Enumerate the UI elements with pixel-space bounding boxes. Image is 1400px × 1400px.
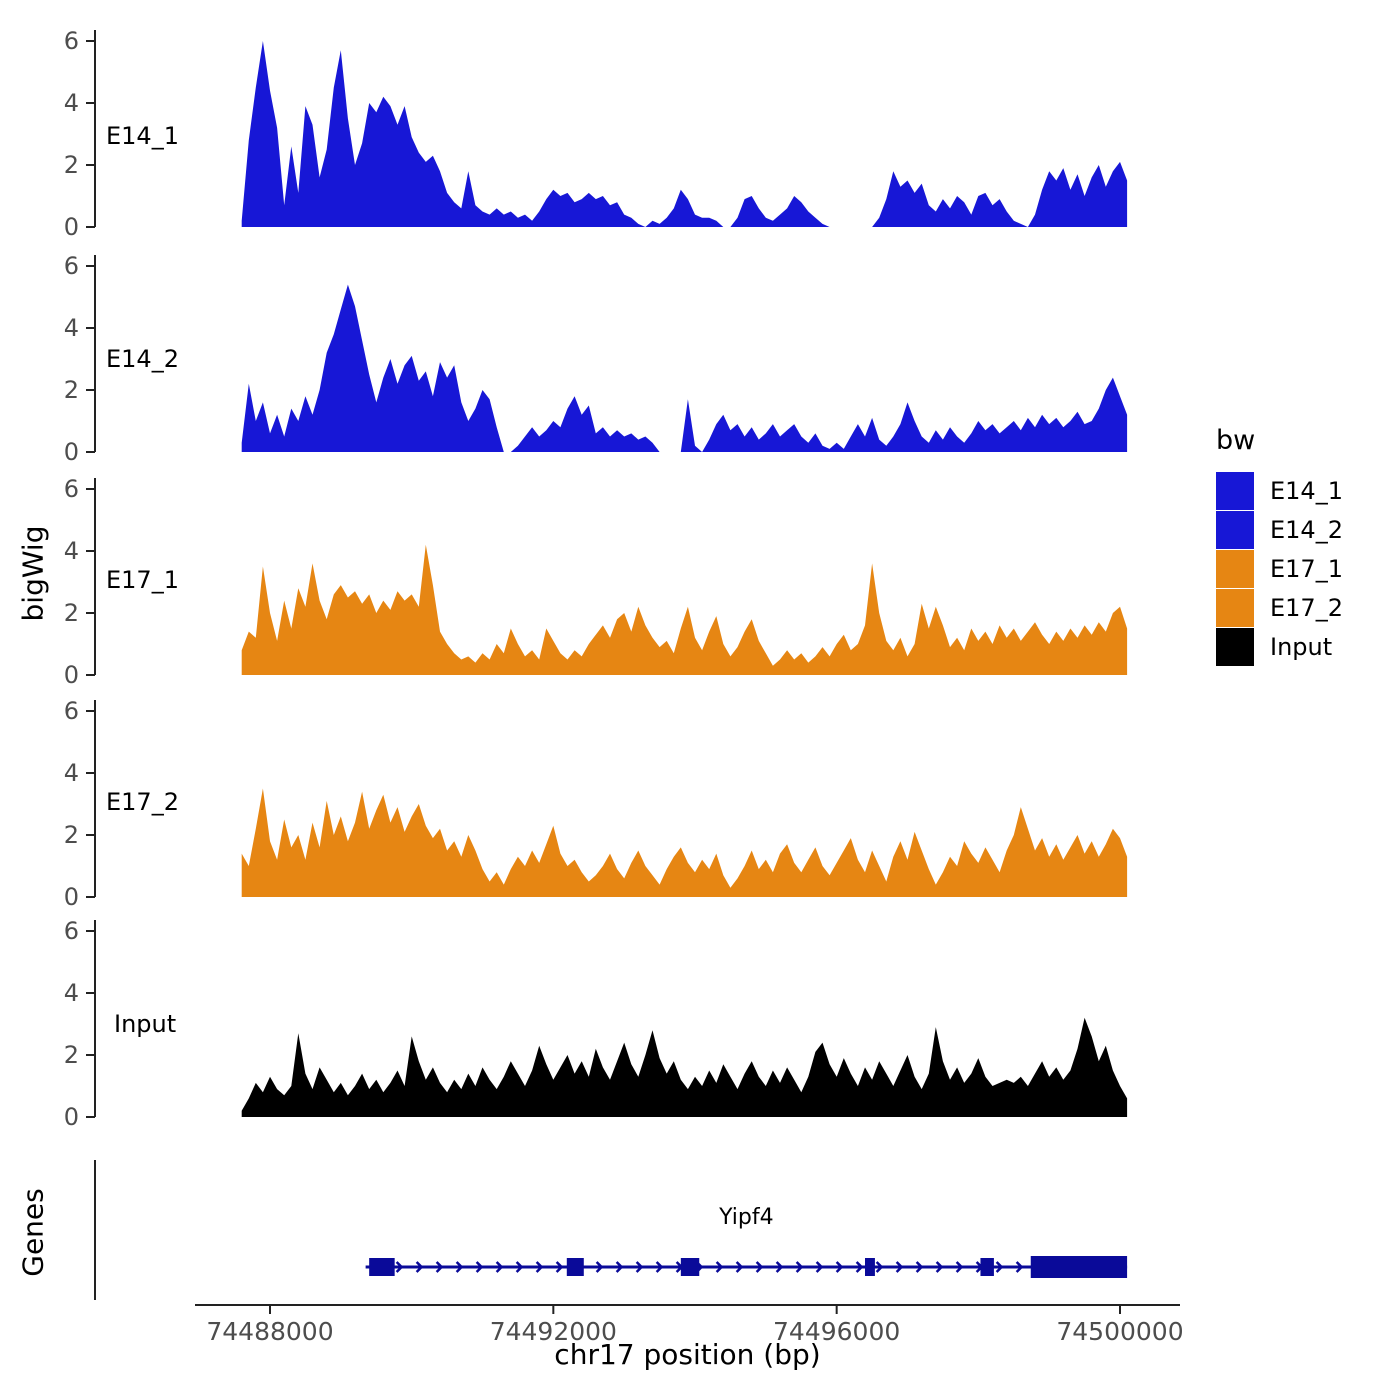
signal-area-Input [241,1017,1128,1117]
strand-arrow-icon [615,1261,624,1273]
strand-arrow-icon [895,1261,904,1273]
x-tick-label: 74496000 [773,1317,900,1346]
y-tick-label: 4 [64,314,79,342]
strand-arrow-icon [835,1261,844,1273]
legend-item: Input [1216,628,1343,666]
x-tick-label: 74500000 [1056,1317,1183,1346]
strand-arrow-icon [655,1261,664,1273]
legend-key-label: Input [1270,633,1333,661]
track-label-E14_2: E14_2 [106,345,179,373]
strand-arrow-icon [875,1261,884,1273]
track-label-E14_1: E14_1 [106,122,179,150]
strand-arrow-icon [455,1261,464,1273]
strand-arrow-icon [995,1261,1004,1273]
strand-arrow-icon [775,1261,784,1273]
strand-arrow-icon [635,1261,644,1273]
y-axis-title: bigWig [16,525,50,622]
y-tick-label: 4 [64,537,79,565]
track-label-Input: Input [114,1010,177,1038]
strand-arrow-icon [1015,1261,1024,1273]
legend-item: E17_1 [1216,550,1343,588]
gene-exon [369,1258,395,1276]
y-tick-label: 2 [64,821,79,849]
track-label-E17_1: E17_1 [106,566,179,594]
legend-key-label: E14_2 [1270,516,1343,544]
strand-arrow-icon [495,1261,504,1273]
x-tick-label: 74488000 [206,1317,333,1346]
legend-item: E17_2 [1216,589,1343,627]
legend-key-swatch-E14_2 [1216,511,1254,549]
signal-area-E17_2 [241,788,1128,897]
y-tick-label: 0 [64,883,79,911]
x-axis-title: chr17 position (bp) [554,1338,821,1371]
y-tick-label: 2 [64,151,79,179]
strand-arrow-icon [555,1261,564,1273]
strand-arrow-icon [715,1261,724,1273]
legend-key-swatch-E17_1 [1216,550,1254,588]
y-tick-label: 6 [64,252,79,280]
y-tick-label: 6 [64,917,79,945]
y-tick-label: 6 [64,697,79,725]
legend-key-label: E17_1 [1270,555,1343,583]
y-tick-label: 0 [64,661,79,689]
strand-arrow-icon [955,1261,964,1273]
legend-item: E14_1 [1216,472,1343,510]
y-tick-label: 4 [64,89,79,117]
strand-arrow-icon [475,1261,484,1273]
legend-key-swatch-E14_1 [1216,472,1254,510]
strand-arrow-icon [935,1261,944,1273]
gene-exon [865,1258,875,1276]
strand-arrow-icon [595,1261,604,1273]
strand-arrow-icon [515,1261,524,1273]
legend-key-label: E14_1 [1270,477,1343,505]
signal-area-E14_1 [241,41,1128,227]
y-tick-label: 2 [64,599,79,627]
y-tick-label: 6 [64,27,79,55]
strand-arrow-icon [535,1261,544,1273]
legend: bw E14_1 E14_2 E17_1 E17_2 Input [1216,425,1343,667]
y-tick-label: 0 [64,438,79,466]
gene-exon [566,1258,584,1276]
legend-item: E14_2 [1216,511,1343,549]
strand-arrow-icon [815,1261,824,1273]
strand-arrow-icon [735,1261,744,1273]
x-tick-label: 74492000 [490,1317,617,1346]
legend-key-label: E17_2 [1270,594,1343,622]
signal-area-E14_2 [241,284,1128,452]
legend-title: bw [1216,425,1256,456]
legend-key-swatch-Input [1216,628,1254,666]
y-tick-label: 4 [64,979,79,1007]
strand-arrow-icon [795,1261,804,1273]
y-tick-label: 4 [64,759,79,787]
gene-exon [680,1258,700,1276]
y-tick-label: 6 [64,475,79,503]
y-tick-label: 0 [64,1103,79,1131]
gene-label: Yipf4 [718,1205,773,1230]
gene-exon [980,1258,994,1276]
strand-arrow-icon [915,1261,924,1273]
signal-area-E17_1 [241,544,1128,675]
strand-arrow-icon [435,1261,444,1273]
gene-exon [1030,1256,1128,1278]
y-tick-label: 2 [64,376,79,404]
genes-axis-title: Genes [16,1188,50,1277]
strand-arrow-icon [755,1261,764,1273]
strand-arrow-icon [395,1261,404,1273]
strand-arrow-icon [415,1261,424,1273]
y-tick-label: 2 [64,1041,79,1069]
y-tick-label: 0 [64,213,79,241]
strand-arrow-icon [855,1261,864,1273]
track-label-E17_2: E17_2 [106,788,179,816]
legend-key-swatch-E17_2 [1216,589,1254,627]
